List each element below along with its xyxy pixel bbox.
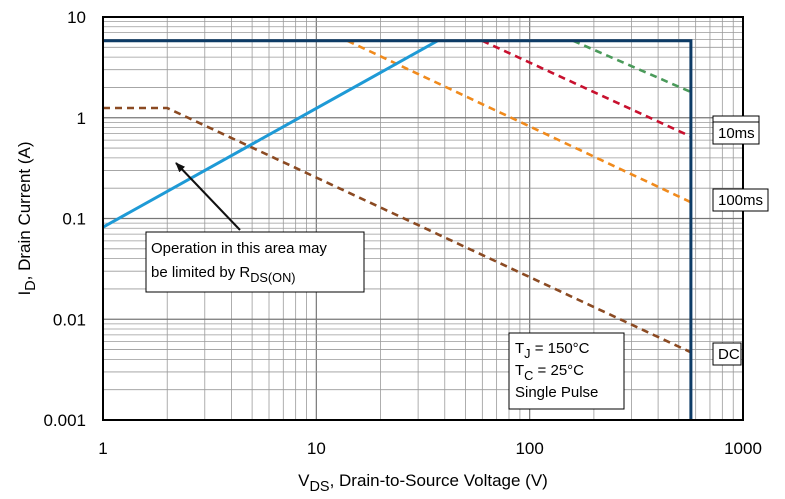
grid-lines — [103, 17, 743, 420]
series-label: DC — [718, 346, 740, 363]
conditions-box — [508, 332, 625, 410]
series-label: 10ms — [718, 125, 755, 142]
x-tick-label: 1000 — [724, 439, 762, 458]
y-tick-label: 10 — [67, 8, 86, 27]
x-axis-label: VDS, Drain-to-Source Voltage (V) — [298, 471, 548, 495]
x-tick-label: 100 — [515, 439, 543, 458]
rds-annotation-line2: be limited by RDS(ON) — [151, 264, 296, 285]
series-line-10s — [572, 39, 692, 94]
condition-line: TJ = 150°C — [515, 340, 590, 361]
series-line-line-4 — [102, 39, 439, 229]
x-tick-label: 10 — [307, 439, 326, 458]
series-line-dc — [103, 106, 692, 354]
condition-line: TC = 25°C — [515, 362, 584, 383]
x-tick-label: 1 — [98, 439, 107, 458]
annotations: 10µs10ms100msDCOperation in this area ma… — [145, 115, 769, 410]
y-tick-label: 0.01 — [53, 310, 86, 329]
series-label-box — [712, 188, 769, 212]
y-tick-label: 1 — [77, 109, 86, 128]
y-tick-label: 0.001 — [43, 411, 86, 430]
condition-line: Single Pulse — [515, 384, 598, 401]
series-line-100ms — [346, 39, 692, 204]
tick-labels: 1 10 100 1000 0.001 0.01 0.1 1 10 — [43, 8, 761, 458]
series-label-box — [712, 121, 760, 145]
series-label-box — [712, 342, 742, 366]
series-line-line-5 — [103, 39, 693, 420]
y-axis-label: ID, Drain Current (A) — [15, 141, 39, 295]
data-series — [102, 39, 693, 420]
rds-annotation-line1: Operation in this area may — [151, 240, 327, 257]
annotation-arrow — [175, 162, 241, 231]
y-tick-label: 0.1 — [62, 210, 86, 229]
rds-annotation-box — [145, 231, 365, 293]
series-label: 100ms — [718, 192, 763, 209]
series-line-10ms — [481, 39, 692, 138]
axis-labels: VDS, Drain-to-Source Voltage (V) ID, Drai… — [15, 141, 548, 495]
plot-frame — [102, 16, 744, 421]
